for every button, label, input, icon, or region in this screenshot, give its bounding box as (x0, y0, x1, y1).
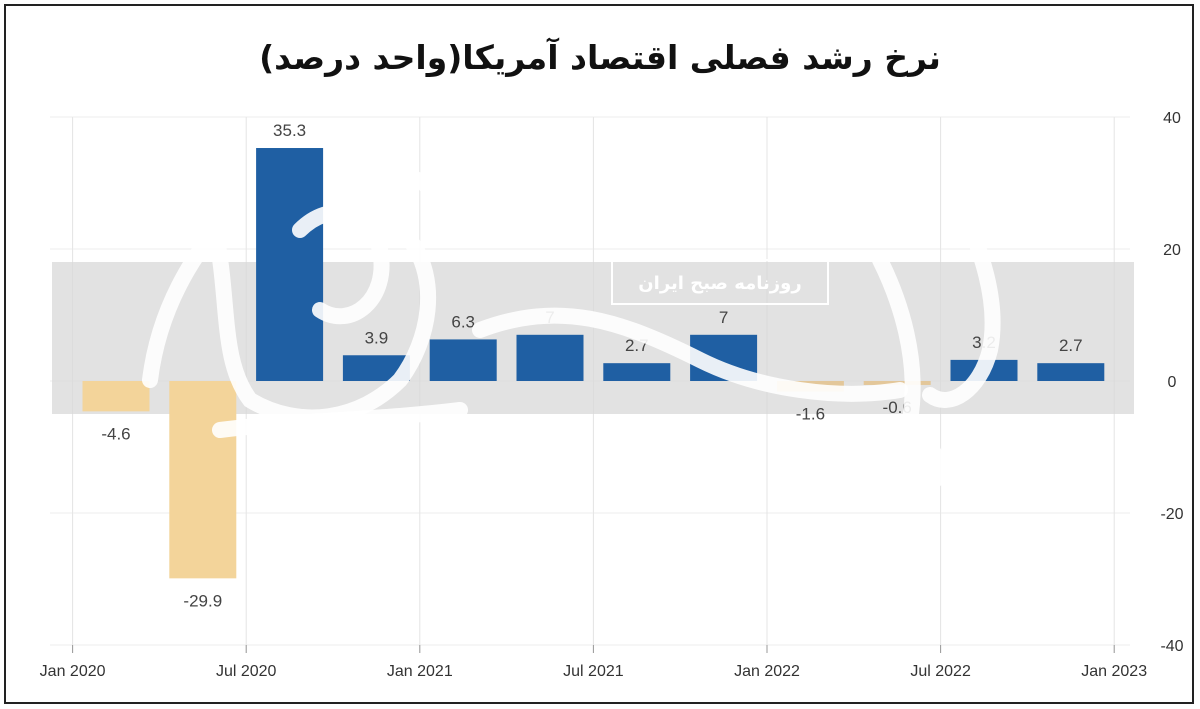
bar (169, 381, 237, 579)
data-label: -29.9 (183, 591, 222, 610)
y-tick-label: 20 (1163, 242, 1181, 259)
watermark: روزنامه صبح ایران (142, 169, 1001, 503)
watermark-stroke (142, 211, 437, 426)
bar (1037, 363, 1105, 381)
bar (82, 381, 150, 412)
watermark-stroke (212, 402, 468, 438)
x-tick-label: Jan 2021 (387, 663, 453, 680)
x-axis-ticks: Jan 2020 Jul 2020 Jan 2021 Jul 2021 Jan 2022… (40, 663, 1148, 680)
y-tick-label: -40 (1160, 638, 1183, 655)
y-tick-label: 40 (1163, 110, 1181, 127)
chart-title: نرخ رشد فصلی اقتصاد آمریکا(واحد درصد) (259, 38, 941, 77)
bar (256, 148, 324, 381)
bar (516, 334, 584, 381)
x-tick-label: Jan 2023 (1081, 663, 1147, 680)
y-axis-ticks: 40 20 0 -20 -40 (1160, 110, 1183, 655)
y-tick-label: 0 (1168, 374, 1177, 391)
data-label: 7 (719, 308, 728, 327)
watermark-box (611, 259, 829, 305)
bar (603, 363, 671, 381)
x-tick-label: Jan 2020 (40, 663, 106, 680)
watermark-stroke (912, 432, 947, 488)
data-label: 6.3 (451, 312, 475, 331)
watermark-stroke (292, 204, 390, 325)
data-label: 2.7 (1059, 336, 1083, 355)
bars (82, 148, 1105, 579)
watermark-text: روزنامه صبح ایران (638, 273, 801, 294)
x-tick-label: Jul 2022 (910, 663, 971, 680)
x-tick-label: Jan 2022 (734, 663, 800, 680)
watermark-stroke (472, 307, 908, 402)
bar (429, 339, 497, 381)
watermark-stroke (862, 452, 893, 503)
data-label: -4.6 (101, 424, 130, 443)
x-tick-label: Jul 2020 (216, 663, 277, 680)
x-tick-label: Jul 2021 (563, 663, 624, 680)
data-label: 35.3 (273, 121, 306, 140)
watermark-stroke (382, 169, 441, 223)
y-tick-label: -20 (1160, 506, 1183, 523)
data-label: -1.6 (796, 405, 825, 424)
watermark-stroke (922, 192, 1001, 408)
data-label: 3.9 (365, 328, 389, 347)
